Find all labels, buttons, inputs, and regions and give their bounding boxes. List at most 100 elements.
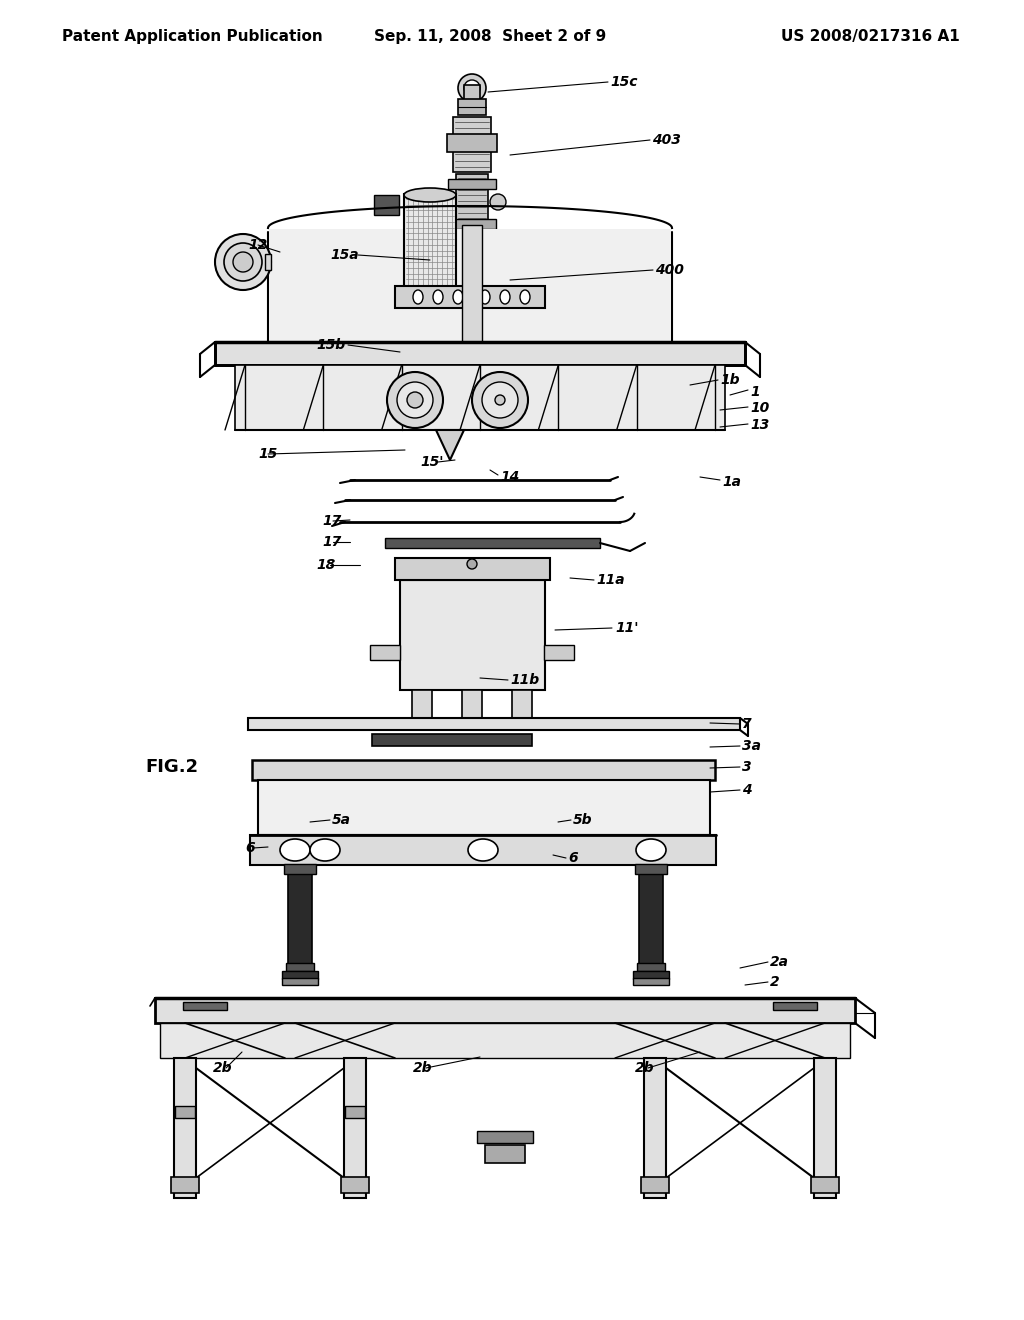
Bar: [477, 1131, 534, 1143]
Bar: [544, 645, 574, 660]
Bar: [234, 366, 725, 430]
Bar: [641, 1177, 669, 1193]
Bar: [811, 1177, 839, 1193]
Bar: [453, 117, 490, 172]
Bar: [374, 195, 399, 215]
Bar: [412, 690, 432, 719]
Text: Sep. 11, 2008  Sheet 2 of 9: Sep. 11, 2008 Sheet 2 of 9: [374, 29, 606, 45]
Bar: [286, 964, 314, 972]
Bar: [633, 972, 669, 979]
Bar: [635, 865, 667, 874]
Ellipse shape: [520, 290, 530, 304]
Bar: [265, 253, 271, 271]
Bar: [458, 99, 486, 115]
Bar: [344, 1059, 366, 1199]
Bar: [644, 1059, 666, 1199]
Bar: [464, 719, 480, 729]
Bar: [175, 1106, 195, 1118]
Ellipse shape: [404, 187, 456, 202]
Text: 1b: 1b: [720, 374, 739, 387]
Text: 10: 10: [750, 401, 769, 414]
Bar: [462, 224, 482, 342]
Circle shape: [472, 372, 528, 428]
Bar: [345, 1106, 365, 1118]
Text: 13: 13: [750, 418, 769, 432]
Bar: [160, 1023, 850, 1059]
Text: 11': 11': [615, 620, 639, 635]
Text: 7: 7: [742, 717, 752, 731]
Text: 15a: 15a: [330, 248, 358, 261]
Text: FIG.2: FIG.2: [145, 758, 198, 776]
Bar: [250, 836, 716, 865]
Bar: [485, 1144, 525, 1163]
Bar: [447, 135, 497, 152]
Ellipse shape: [433, 290, 443, 304]
Bar: [400, 579, 545, 690]
Bar: [341, 1177, 369, 1193]
Text: 1: 1: [750, 385, 760, 399]
Ellipse shape: [413, 290, 423, 304]
Bar: [282, 972, 318, 979]
Text: 2b: 2b: [213, 1061, 232, 1074]
Bar: [773, 1002, 817, 1010]
Bar: [639, 870, 663, 965]
Bar: [372, 734, 532, 746]
Text: 6: 6: [245, 841, 255, 855]
Text: 15: 15: [258, 447, 278, 461]
Text: 15': 15': [420, 455, 443, 469]
Text: 15b: 15b: [316, 338, 345, 352]
Bar: [258, 780, 710, 836]
Polygon shape: [436, 430, 464, 459]
Text: 11b: 11b: [510, 673, 539, 686]
Bar: [449, 219, 496, 228]
Bar: [404, 194, 456, 289]
Bar: [637, 964, 665, 972]
Text: 2b: 2b: [635, 1061, 654, 1074]
Bar: [385, 539, 600, 548]
Circle shape: [464, 81, 480, 96]
Circle shape: [407, 392, 423, 408]
Circle shape: [482, 381, 518, 418]
Ellipse shape: [636, 840, 666, 861]
Ellipse shape: [468, 840, 498, 861]
Bar: [155, 998, 855, 1023]
Bar: [248, 718, 740, 730]
Circle shape: [387, 372, 443, 428]
Ellipse shape: [310, 840, 340, 861]
Bar: [282, 978, 318, 985]
Bar: [288, 870, 312, 965]
Circle shape: [495, 395, 505, 405]
Text: 400: 400: [655, 263, 684, 277]
Bar: [462, 690, 482, 719]
Text: 11a: 11a: [596, 573, 625, 587]
Text: 4: 4: [742, 783, 752, 797]
Bar: [183, 1002, 227, 1010]
Text: 17: 17: [322, 535, 341, 549]
Bar: [464, 84, 480, 106]
Text: 403: 403: [652, 133, 681, 147]
Text: 18: 18: [316, 558, 335, 572]
Circle shape: [490, 194, 506, 210]
Bar: [395, 286, 545, 308]
Text: 3: 3: [742, 760, 752, 774]
Bar: [171, 1177, 199, 1193]
Ellipse shape: [480, 290, 490, 304]
Circle shape: [467, 558, 477, 569]
Text: 2: 2: [770, 975, 779, 989]
Text: 1a: 1a: [722, 475, 741, 488]
Circle shape: [458, 74, 486, 102]
Text: 5a: 5a: [332, 813, 351, 828]
Text: 17: 17: [322, 513, 341, 528]
Bar: [449, 180, 496, 189]
Bar: [395, 558, 550, 579]
Bar: [512, 690, 532, 719]
Circle shape: [397, 381, 433, 418]
Text: 3a: 3a: [742, 739, 761, 752]
Bar: [174, 1059, 196, 1199]
Text: 2a: 2a: [770, 954, 790, 969]
Bar: [370, 645, 400, 660]
Text: 2b: 2b: [413, 1061, 432, 1074]
Bar: [269, 228, 671, 341]
Bar: [284, 865, 316, 874]
Bar: [814, 1059, 836, 1199]
